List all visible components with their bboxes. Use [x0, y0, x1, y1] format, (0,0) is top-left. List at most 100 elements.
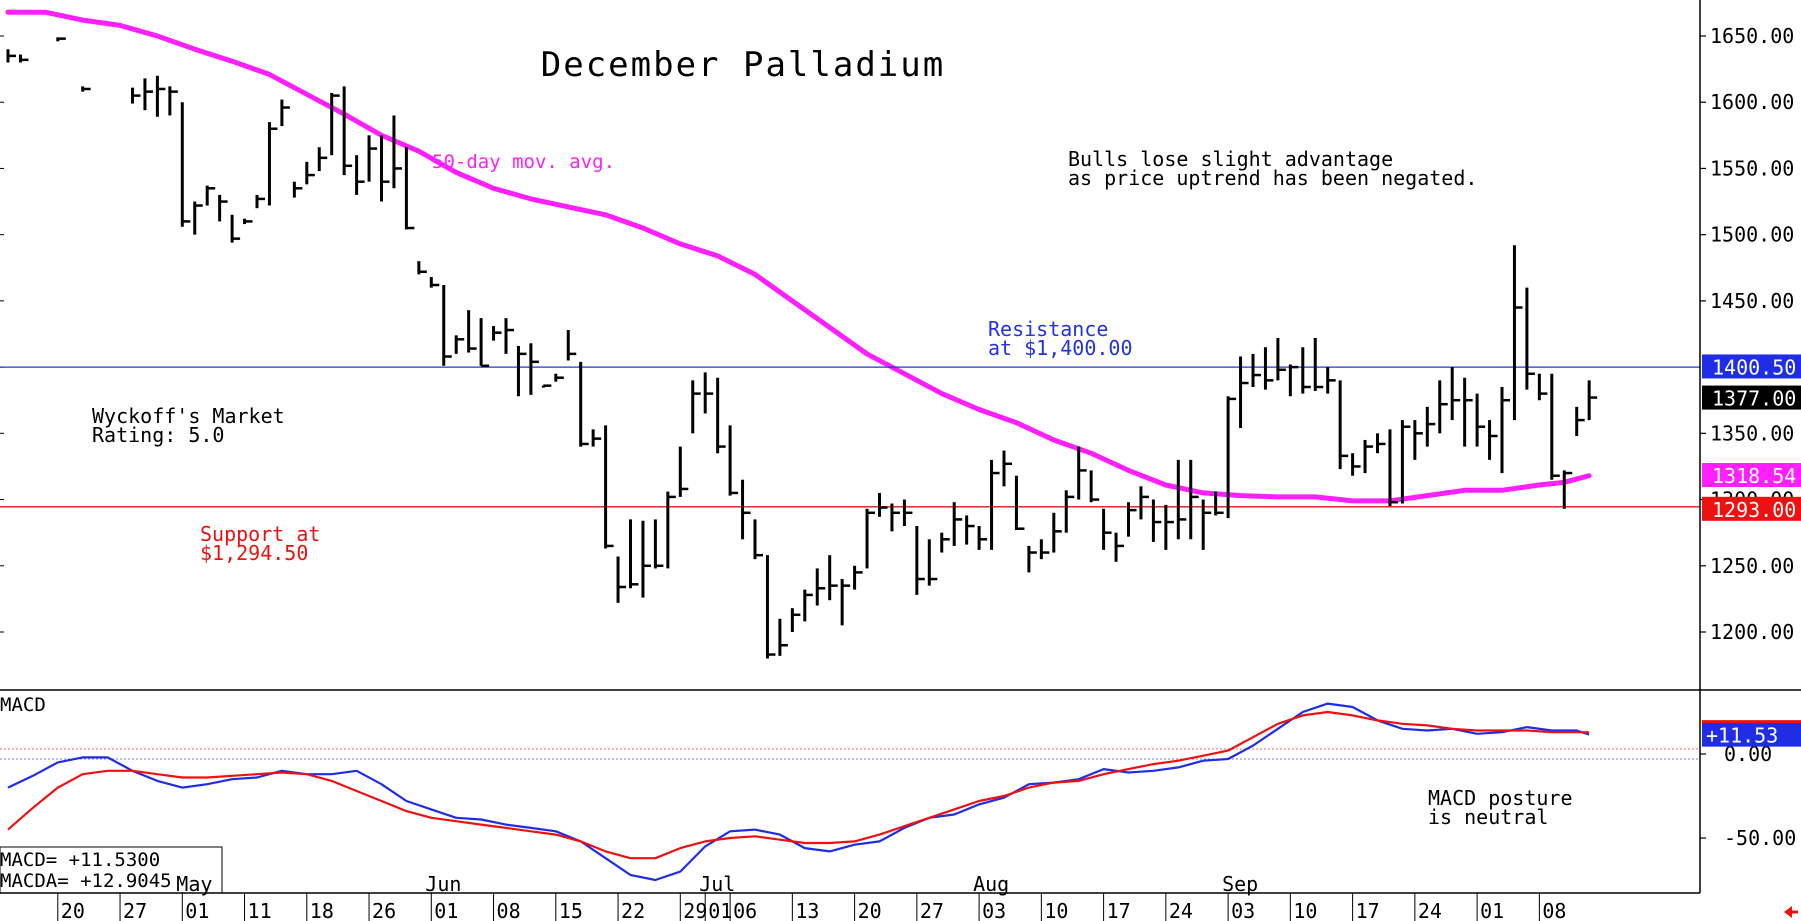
- price-bar: [317, 147, 328, 172]
- macd-line: [7, 702, 1590, 882]
- price-bar: [1301, 347, 1311, 394]
- price-bar: [1102, 508, 1112, 550]
- price-bar: [1189, 459, 1199, 540]
- price-bar: [155, 75, 166, 117]
- price-bar: [367, 135, 378, 182]
- price-bar: [629, 519, 639, 589]
- price-bar: [990, 459, 1000, 550]
- price-tick-label: 1350.00: [1710, 421, 1794, 445]
- price-bar: [330, 92, 340, 156]
- price-bar: [840, 579, 851, 626]
- macd-tick-label: -50.00: [1724, 826, 1796, 850]
- price-bar: [1400, 420, 1411, 504]
- price-bar: [267, 122, 278, 206]
- price-bar: [1512, 245, 1523, 421]
- support-tag-text: 1293.00: [1712, 498, 1796, 522]
- price-tick-label: 1600.00: [1710, 90, 1794, 114]
- time-tick-label: 03: [1231, 899, 1255, 921]
- price-tick-label: 1200.00: [1710, 620, 1794, 644]
- price-bar: [753, 519, 763, 560]
- price-bar: [479, 318, 490, 368]
- price-bar: [56, 37, 66, 42]
- price-bar: [965, 515, 975, 545]
- price-bar: [1463, 377, 1473, 447]
- time-tick-label: 01: [1480, 899, 1504, 921]
- time-tick-label: 27: [123, 899, 147, 921]
- price-bar: [355, 155, 365, 195]
- ma-tag-text: 1318.54: [1712, 464, 1796, 488]
- wyckoff-rating: Wyckoff's Market Rating: 5.0: [92, 404, 285, 447]
- time-tick-label: 01: [185, 899, 209, 921]
- price-bar: [1525, 287, 1535, 390]
- price-bar: [741, 479, 751, 540]
- price-bar: [1226, 396, 1237, 519]
- price-bar: [1176, 459, 1187, 540]
- price-tick-label: 1650.00: [1710, 24, 1794, 48]
- time-tick-label: 26: [372, 899, 396, 921]
- price-bar: [218, 194, 228, 222]
- price-bar: [604, 425, 614, 549]
- price-bar: [554, 373, 564, 382]
- price-bar: [143, 78, 153, 111]
- time-tick-label: 13: [795, 899, 819, 921]
- price-bar: [6, 49, 16, 63]
- price-bar: [168, 86, 178, 116]
- price-bar: [380, 135, 390, 202]
- price-bar: [18, 54, 29, 63]
- price-bar: [1027, 545, 1037, 573]
- macd-readout-macda: MACDA= +12.9045: [0, 870, 172, 892]
- levels-layer: Resistance at $1,400.00 Support at $1,294.5…: [0, 147, 1700, 565]
- time-tick-label: 27: [920, 899, 944, 921]
- price-tick-label: 1500.00: [1710, 223, 1794, 247]
- time-tick-label: 20: [858, 899, 882, 921]
- price-bar: [454, 335, 465, 354]
- price-bar: [1214, 491, 1224, 516]
- price-bar: [504, 318, 514, 354]
- price-bar: [940, 532, 950, 553]
- price-bar: [280, 99, 290, 127]
- time-tick-label: 15: [559, 899, 583, 921]
- price-bar: [1388, 429, 1398, 507]
- price-bar: [292, 181, 303, 198]
- price-bar: [616, 556, 627, 603]
- ma-tag: 1318.54: [1702, 463, 1801, 488]
- time-tick-label: 24: [1418, 899, 1442, 921]
- month-label: Aug: [973, 872, 1009, 896]
- price-bar: [1438, 380, 1448, 434]
- ma-layer: [5, 9, 1592, 504]
- time-tick-label: 03: [982, 899, 1006, 921]
- price-bar: [1413, 420, 1423, 460]
- price-bar: [305, 161, 315, 185]
- price-bar: [653, 519, 664, 569]
- macd-readout-box: [0, 846, 223, 894]
- price-bar: [915, 526, 925, 595]
- price-bar: [243, 218, 253, 225]
- month-label: Jul: [699, 872, 735, 896]
- price-bar: [853, 565, 863, 590]
- macd-value-tag: +11.53: [1702, 720, 1801, 748]
- time-tick-label: 20: [61, 899, 85, 921]
- price-bar: [666, 491, 676, 569]
- price-bar: [1052, 512, 1062, 553]
- price-bar: [1151, 499, 1162, 542]
- price-bar: [1002, 450, 1012, 487]
- price-bar: [1500, 386, 1510, 474]
- price-bar: [180, 102, 191, 227]
- time-tick-label: 22: [621, 899, 645, 921]
- price-bar: [230, 214, 241, 243]
- price-bar: [828, 555, 838, 601]
- price-bar: [1127, 502, 1137, 537]
- time-tick-label: 24: [1169, 899, 1193, 921]
- time-tick-label: 29: [683, 899, 707, 921]
- resistance-tag: 1400.50: [1702, 354, 1801, 379]
- price-bar: [1276, 337, 1286, 381]
- price-bar: [1014, 475, 1025, 531]
- time-tick-label: 10: [1044, 899, 1068, 921]
- price-bar: [1488, 420, 1498, 460]
- price-bar: [1562, 470, 1573, 509]
- price-bar: [1425, 406, 1436, 447]
- scroll-left-icon[interactable]: [1784, 906, 1792, 918]
- time-tick-label: 11: [248, 899, 272, 921]
- price-bar: [1064, 490, 1075, 533]
